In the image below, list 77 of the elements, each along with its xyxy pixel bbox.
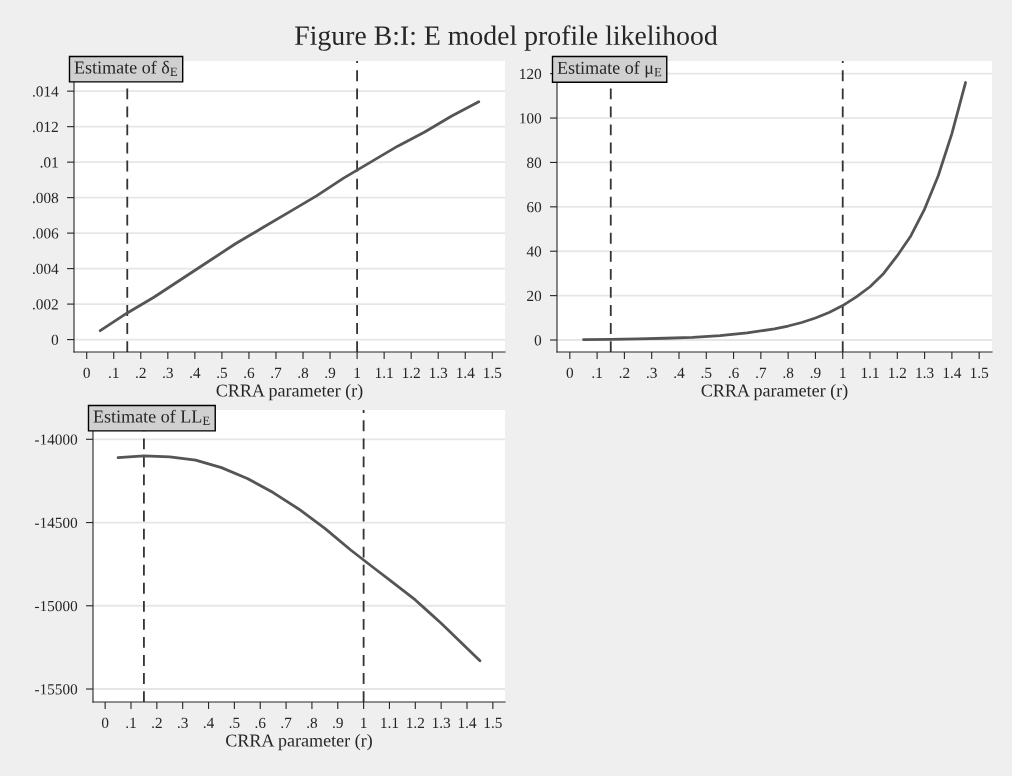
x-tick-label: 1.4	[943, 367, 962, 379]
x-tick-label: .6	[255, 717, 266, 729]
x-tick-label: .6	[728, 367, 739, 379]
x-tick-label: 0	[83, 367, 90, 379]
x-tick-label: .2	[619, 367, 630, 379]
x-axis-title: CRRA parameter (r)	[216, 383, 363, 401]
x-tick-label: 1	[840, 367, 846, 378]
x-tick-label: .2	[152, 717, 162, 729]
x-tick-label: 1.4	[458, 717, 477, 729]
chart-title: Estimate of μ$_{E}$	[557, 61, 662, 78]
x-tick-label: .1	[592, 367, 602, 379]
x-tick-label: 1.2	[407, 717, 425, 729]
y-tick-label: 20	[527, 290, 542, 302]
x-tick-label: .9	[325, 367, 336, 379]
x-tick-label: 1.3	[430, 367, 448, 379]
x-tick-label: 1.1	[861, 367, 879, 379]
x-tick-label: .3	[646, 367, 657, 379]
x-tick-label: 1.2	[402, 367, 420, 379]
x-tick-label: .7	[281, 717, 292, 729]
y-tick-label: -14500	[35, 517, 78, 528]
x-tick-label: .1	[109, 367, 119, 379]
y-tick-label: .008	[32, 192, 59, 204]
y-tick-label: 40	[526, 246, 542, 257]
x-tick-label: .5	[229, 717, 240, 729]
x-tick-label: 1.5	[484, 717, 502, 729]
x-tick-label: 1.2	[889, 367, 907, 379]
x-tick-label: .7	[271, 367, 282, 379]
y-tick-label: -15500	[35, 684, 78, 695]
y-tick-label: -14000	[35, 434, 78, 445]
x-tick-label: .9	[333, 717, 343, 729]
y-tick-label: .004	[32, 263, 59, 275]
y-tick-label: .002	[32, 299, 58, 310]
x-tick-label: .8	[783, 367, 794, 379]
text: Figure B:I: E model profile likelihood	[295, 25, 718, 51]
x-tick-label: .7	[756, 367, 767, 379]
y-tick-label: 120	[520, 68, 542, 80]
x-tick-label: 1	[354, 367, 360, 378]
x-tick-label: .6	[244, 367, 255, 379]
y-tick-label: 100	[520, 113, 542, 124]
line-series	[116, 454, 482, 663]
x-tick-label: 1.5	[970, 367, 989, 379]
y-tick-label: .006	[32, 228, 59, 239]
x-tick-label: .9	[810, 367, 821, 379]
x-tick-label: .8	[298, 367, 309, 379]
y-tick-label: 60	[527, 201, 542, 213]
x-tick-label: 0	[566, 367, 574, 379]
x-tick-label: 0	[101, 717, 109, 729]
line-series	[582, 81, 967, 341]
y-tick-label: -15000	[35, 600, 78, 612]
y-tick-label: .014	[32, 86, 59, 97]
y-tick-label: .012	[32, 121, 58, 133]
x-tick-label: 1.4	[457, 367, 475, 379]
x-tick-label: .1	[126, 717, 136, 729]
x-tick-label: .2	[136, 367, 146, 379]
x-tick-label: .5	[217, 367, 228, 379]
y-tick-label: 0	[51, 334, 59, 346]
y-tick-label: 0	[534, 335, 542, 346]
x-tick-label: .4	[203, 717, 215, 729]
y-tick-label: .01	[40, 157, 58, 168]
x-tick-label: .4	[674, 367, 685, 379]
x-axis-title: CRRA parameter (r)	[701, 383, 848, 401]
chart-title: Estimate of LL$_{E}$	[93, 409, 210, 425]
x-tick-label: 1.1	[381, 717, 399, 729]
x-tick-label: 1.1	[375, 367, 393, 379]
line-series	[98, 100, 481, 333]
x-tick-label: 1.3	[432, 717, 451, 729]
x-tick-label: .3	[163, 367, 173, 379]
x-tick-label: .8	[307, 717, 318, 729]
x-tick-label: 1.3	[916, 367, 934, 379]
x-axis-title: CRRA parameter (r)	[226, 733, 372, 751]
x-tick-label: 1	[361, 717, 367, 728]
chart-title: Estimate of δ$_{E}$	[74, 60, 177, 76]
x-tick-label: .3	[177, 717, 188, 729]
x-tick-label: 1.5	[484, 367, 502, 379]
x-tick-label: .4	[190, 367, 201, 379]
x-tick-label: .5	[701, 367, 712, 379]
y-tick-label: 80	[527, 157, 542, 168]
